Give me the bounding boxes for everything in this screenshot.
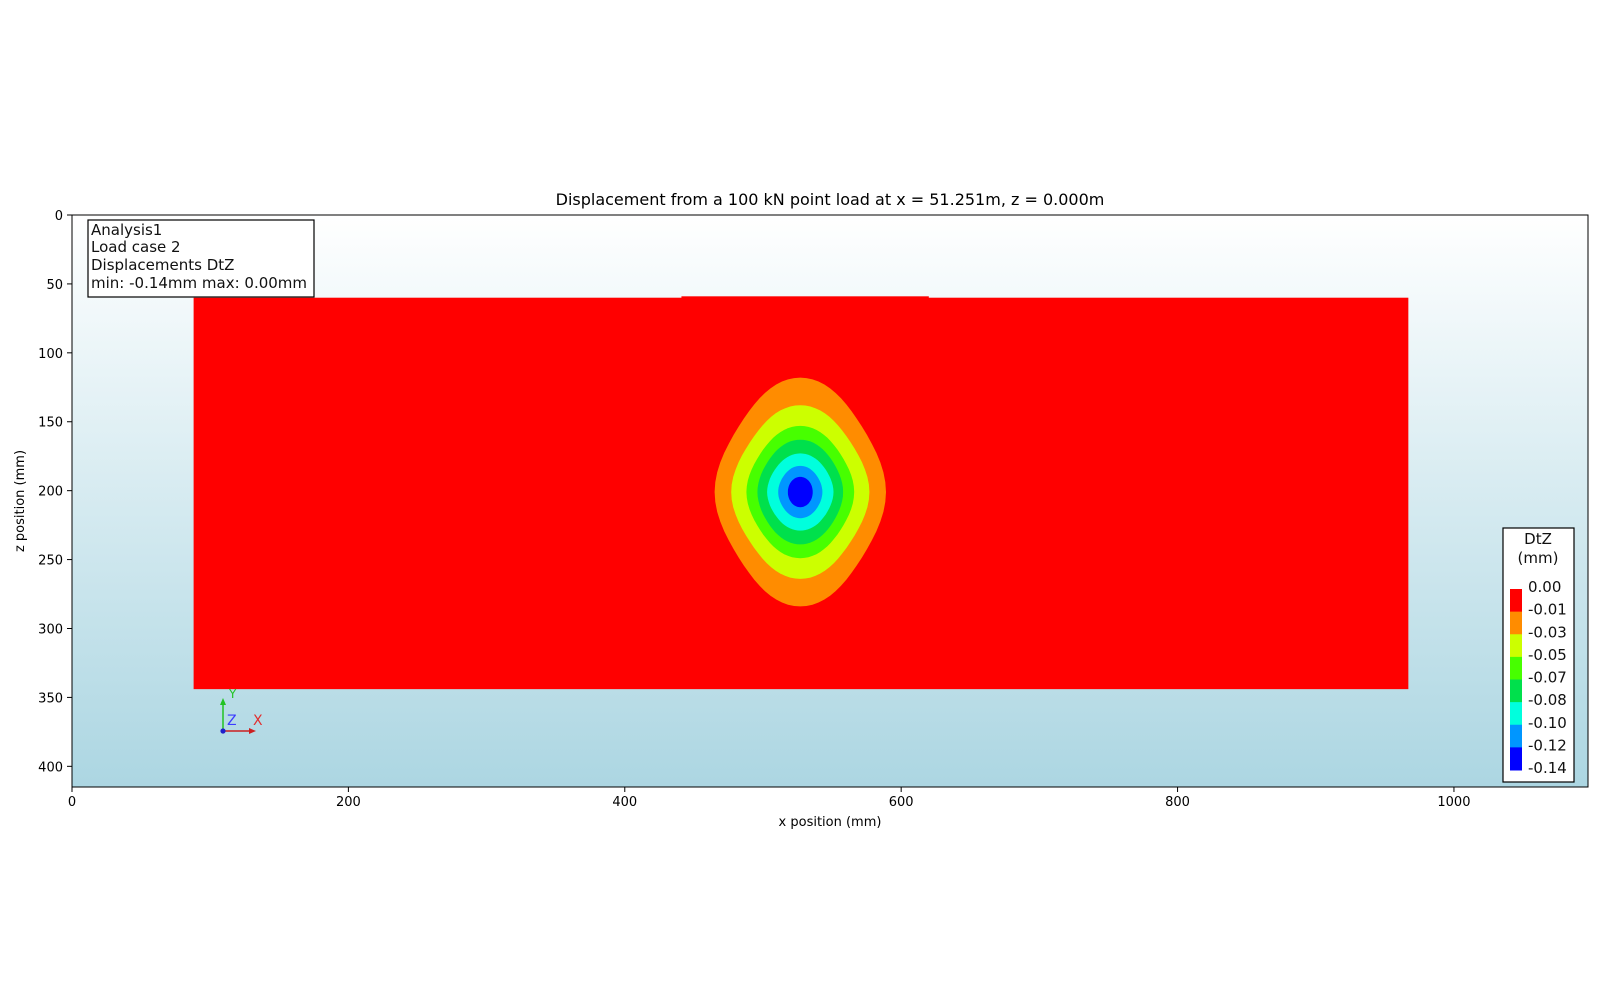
y-tick-label-250: 250 bbox=[38, 554, 63, 569]
triad-z-label: Z bbox=[227, 713, 237, 729]
info-line-loadcase: Load case 2 bbox=[91, 238, 181, 256]
info-line-analysis: Analysis1 bbox=[91, 221, 162, 239]
x-tick-label-600: 600 bbox=[889, 795, 914, 810]
legend-label-5: -0.08 bbox=[1528, 691, 1567, 709]
load-point-marker bbox=[798, 490, 803, 495]
chart-title: Displacement from a 100 kN point load at… bbox=[556, 190, 1105, 209]
legend-color-bar bbox=[1510, 589, 1522, 771]
info-box: Analysis1 Load case 2 Displacements DtZ … bbox=[87, 219, 315, 298]
legend-labels: 0.00 -0.01 -0.03 -0.05 -0.07 -0.08 -0.10 -0.12 -… bbox=[1528, 578, 1567, 777]
legend-label-1: -0.01 bbox=[1528, 601, 1567, 619]
triad-x-arrow bbox=[249, 728, 256, 734]
legend-label-2: -0.03 bbox=[1528, 623, 1567, 641]
legend-label-6: -0.10 bbox=[1528, 714, 1567, 732]
legend-label-8: -0.14 bbox=[1528, 759, 1567, 777]
info-box-frame bbox=[87, 219, 315, 298]
triad-y-arrow bbox=[220, 698, 226, 705]
y-tick-label-350: 350 bbox=[38, 691, 63, 706]
x-tick-label-0: 0 bbox=[68, 795, 76, 810]
legend-label-3: -0.05 bbox=[1528, 646, 1567, 664]
y-axis-label: z position (mm) bbox=[13, 450, 28, 552]
x-axis-label: x position (mm) bbox=[779, 815, 882, 830]
x-axis: 0 200 400 600 800 1000 bbox=[68, 787, 1470, 810]
legend-swatch-2 bbox=[1510, 634, 1522, 658]
legend-swatch-0 bbox=[1510, 589, 1522, 613]
triad-z-dot bbox=[220, 728, 226, 734]
x-tick-label-1000: 1000 bbox=[1437, 795, 1470, 810]
info-line-result: Displacements DtZ bbox=[91, 256, 234, 274]
legend-label-7: -0.12 bbox=[1528, 736, 1567, 754]
triad-x-label: X bbox=[253, 713, 263, 729]
triad-y-label: Y bbox=[228, 687, 237, 701]
legend-swatch-7 bbox=[1510, 747, 1522, 771]
legend-label-4: -0.07 bbox=[1528, 669, 1567, 687]
legend-title: DtZ bbox=[1524, 530, 1552, 548]
y-tick-label-0: 0 bbox=[55, 209, 63, 224]
legend-swatch-4 bbox=[1510, 679, 1522, 703]
legend-unit: (mm) bbox=[1518, 549, 1559, 567]
y-tick-label-200: 200 bbox=[38, 485, 63, 500]
legend-label-0: 0.00 bbox=[1528, 578, 1561, 596]
axis-triad: Y Z X bbox=[220, 687, 263, 734]
legend-swatch-6 bbox=[1510, 724, 1522, 748]
y-tick-label-300: 300 bbox=[38, 622, 63, 637]
legend-swatch-3 bbox=[1510, 656, 1522, 680]
plot-area bbox=[193, 296, 1409, 690]
y-tick-label-150: 150 bbox=[38, 416, 63, 431]
slab-top-bump bbox=[681, 296, 929, 299]
plot-frame bbox=[71, 214, 1589, 788]
info-line-minmax: min: -0.14mm max: 0.00mm bbox=[91, 274, 307, 292]
y-tick-label-400: 400 bbox=[38, 760, 63, 775]
x-tick-label-200: 200 bbox=[336, 795, 361, 810]
color-legend: DtZ (mm) 0.00 -0.01 -0.03 -0.05 -0.07 -0.08 -0… bbox=[1502, 527, 1575, 783]
y-tick-label-50: 50 bbox=[46, 278, 63, 293]
legend-swatch-5 bbox=[1510, 702, 1522, 726]
y-axis: 0 50 100 150 200 250 300 350 400 bbox=[38, 209, 72, 775]
y-tick-label-100: 100 bbox=[38, 347, 63, 362]
legend-swatch-1 bbox=[1510, 611, 1522, 635]
x-tick-label-800: 800 bbox=[1165, 795, 1190, 810]
x-tick-label-400: 400 bbox=[612, 795, 637, 810]
